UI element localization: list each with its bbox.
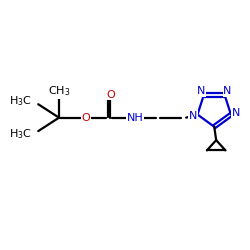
Text: CH$_3$: CH$_3$ xyxy=(48,84,70,98)
Text: N: N xyxy=(232,108,240,118)
Text: O: O xyxy=(82,113,90,123)
Text: NH: NH xyxy=(126,113,143,123)
Text: H$_3$C: H$_3$C xyxy=(9,128,32,141)
Text: O: O xyxy=(106,90,115,100)
Text: H$_3$C: H$_3$C xyxy=(9,94,32,108)
Text: N: N xyxy=(189,111,197,121)
Text: N: N xyxy=(223,86,232,96)
Text: N: N xyxy=(197,86,205,96)
